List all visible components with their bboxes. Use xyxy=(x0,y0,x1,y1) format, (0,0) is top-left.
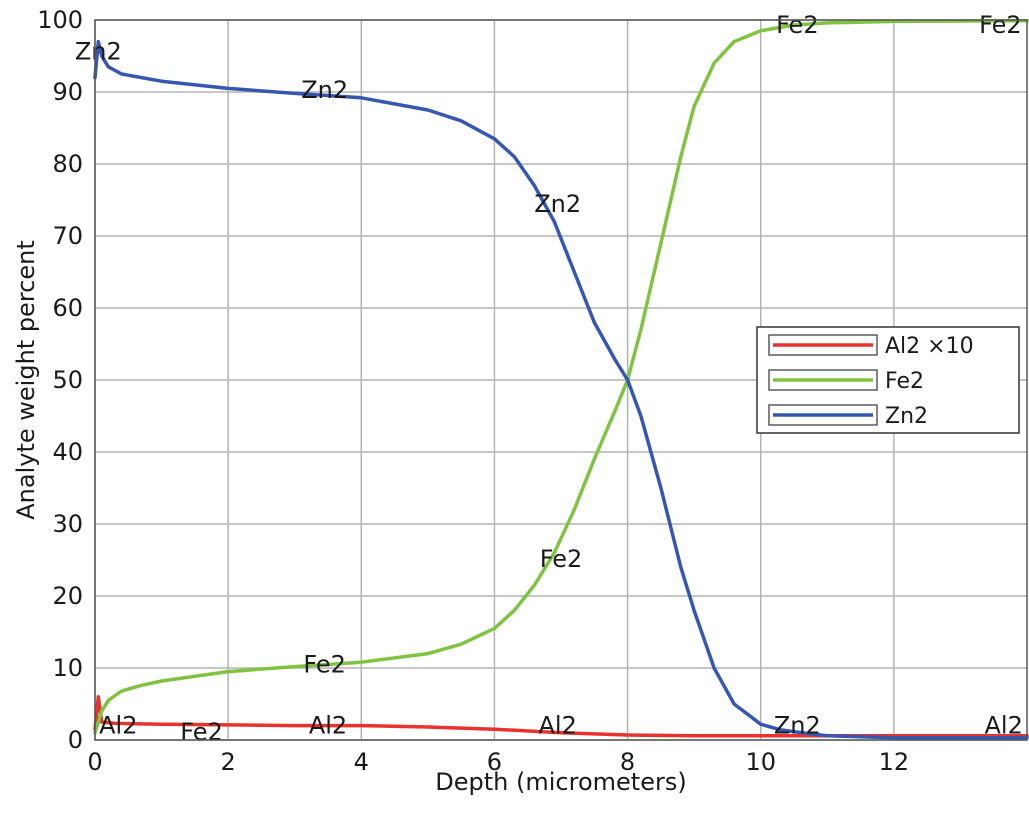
y-axis-title: Analyte weight percent xyxy=(12,240,40,519)
curve-label-fe2: Fe2 xyxy=(776,11,819,39)
y-tick-label: 20 xyxy=(52,582,83,610)
curve-label-al2: Al2 xyxy=(985,712,1023,740)
y-tick-label: 40 xyxy=(52,438,83,466)
x-tick-label: 4 xyxy=(354,748,369,776)
curve-label-zn2: Zn2 xyxy=(301,76,348,104)
y-tick-label: 70 xyxy=(52,222,83,250)
y-tick-label: 100 xyxy=(37,6,83,34)
y-tick-label: 0 xyxy=(68,726,83,754)
y-tick-label: 60 xyxy=(52,294,83,322)
curve-label-zn2: Zn2 xyxy=(534,190,581,218)
curve-label-fe2: Fe2 xyxy=(303,650,346,678)
y-tick-label: 10 xyxy=(52,654,83,682)
plot-area-border xyxy=(94,19,1028,741)
curve-label-fe2: Fe2 xyxy=(979,11,1022,39)
curve-label-zn2: Zn2 xyxy=(75,38,122,66)
y-tick-label: 90 xyxy=(52,78,83,106)
axis-ticks: 0 2 4 6 8 10 12 0 10 20 30 40 50 60 70 80 90 100 xyxy=(37,6,909,776)
y-tick-label: 50 xyxy=(52,366,83,394)
y-tick-label: 30 xyxy=(52,510,83,538)
curve-label-fe2: Fe2 xyxy=(540,545,583,573)
series-line-fe2 xyxy=(93,18,1029,735)
x-tick-label: 8 xyxy=(620,748,635,776)
x-tick-label: 10 xyxy=(745,748,776,776)
curve-label-al2: Al2 xyxy=(99,712,137,740)
y-tick-label: 80 xyxy=(52,150,83,178)
x-axis-title: Depth (micrometers) xyxy=(435,768,686,796)
curve-label-zn2: Zn2 xyxy=(774,712,821,740)
series-line-zn2 xyxy=(93,39,1029,740)
legend-label: Zn2 xyxy=(885,404,928,429)
curve-label-al2: Al2 xyxy=(309,712,347,740)
x-tick-label: 12 xyxy=(879,748,910,776)
curve-label-al2: Al2 xyxy=(538,712,576,740)
x-tick-label: 2 xyxy=(221,748,236,776)
curve-label-fe2: Fe2 xyxy=(180,718,223,746)
legend-label: Al2 ×10 xyxy=(885,334,974,359)
legend: Al2 ×10 Fe2 Zn2 xyxy=(756,326,1020,434)
series-lines xyxy=(93,18,1029,740)
point-labels: Zn2 Zn2 Zn2 Zn2 Fe2 Fe2 Fe2 Fe2 Fe2 Al2 Al2 Al2 Al2 xyxy=(75,11,1023,746)
legend-label: Fe2 xyxy=(885,369,924,394)
x-tick-label: 0 xyxy=(87,748,102,776)
x-tick-label: 6 xyxy=(487,748,502,776)
